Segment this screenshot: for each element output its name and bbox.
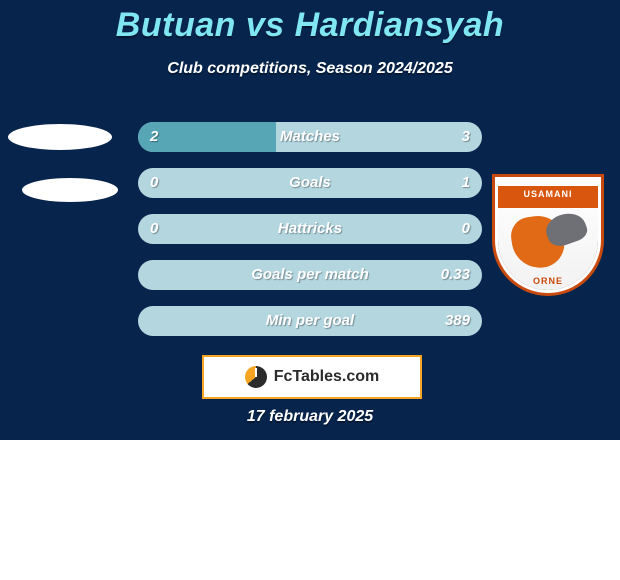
stat-row: 0Goals1 [138, 168, 482, 198]
club-badge: USAMANI ORNE [498, 180, 598, 290]
badge-bottom-text: ORNE [498, 276, 598, 286]
stat-row: Min per goal389 [138, 306, 482, 336]
page-subtitle: Club competitions, Season 2024/2025 [0, 60, 620, 78]
stat-rows: 2Matches30Goals10Hattricks0Goals per mat… [138, 122, 482, 352]
stat-label: Hattricks [138, 214, 482, 244]
stat-row: 0Hattricks0 [138, 214, 482, 244]
stat-label: Goals [138, 168, 482, 198]
footer-date: 17 february 2025 [0, 408, 620, 426]
stat-row: Goals per match0.33 [138, 260, 482, 290]
stat-value-right: 0 [462, 214, 470, 244]
chart-icon [245, 366, 267, 388]
silhouette-ellipse [22, 178, 118, 202]
stat-value-right: 0.33 [441, 260, 470, 290]
stat-label: Min per goal [138, 306, 482, 336]
comparison-card: Butuan vs Hardiansyah Club competitions,… [0, 0, 620, 440]
stat-row: 2Matches3 [138, 122, 482, 152]
brand-box[interactable]: FcTables.com [202, 355, 422, 399]
page-title: Butuan vs Hardiansyah [0, 6, 620, 45]
stat-value-right: 3 [462, 122, 470, 152]
silhouette-ellipse [8, 124, 112, 150]
stat-value-right: 1 [462, 168, 470, 198]
stat-value-right: 389 [445, 306, 470, 336]
stat-label: Matches [138, 122, 482, 152]
stat-label: Goals per match [138, 260, 482, 290]
badge-ribbon-text: USAMANI [498, 189, 598, 199]
brand-text: FcTables.com [274, 368, 380, 386]
